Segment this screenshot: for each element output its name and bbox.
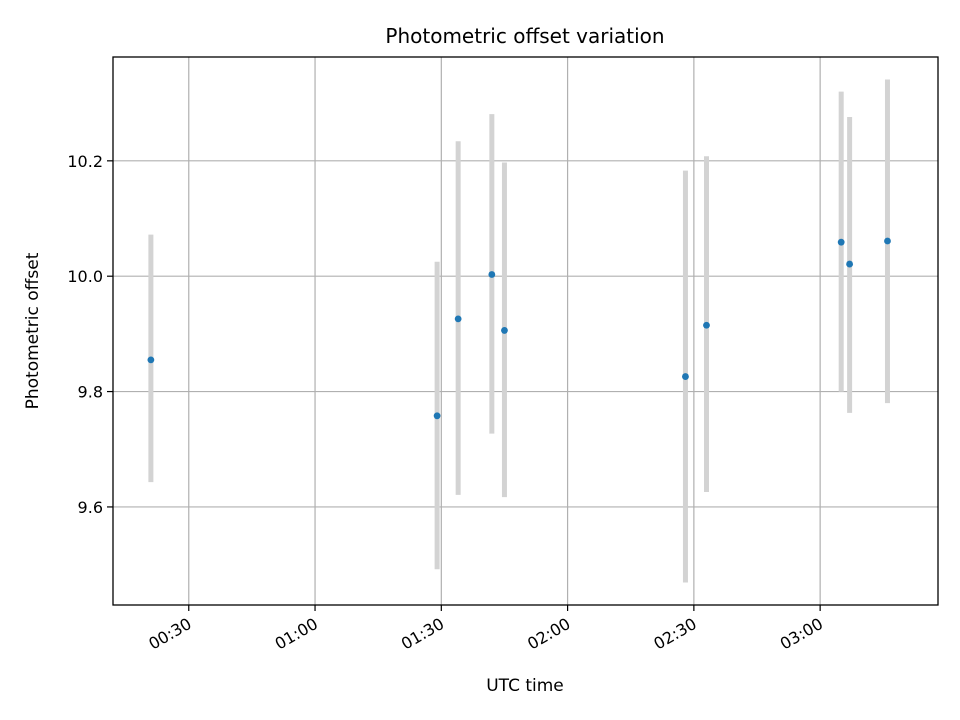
data-point <box>488 271 496 278</box>
y-tick-label: 9.6 <box>78 498 103 517</box>
plot-frame <box>112 56 939 606</box>
chart-title: Photometric offset variation <box>385 24 664 48</box>
data-point <box>147 356 155 364</box>
x-axis-label: UTC time <box>486 676 564 696</box>
data-point <box>682 373 689 380</box>
data-point <box>433 412 441 420</box>
data-points <box>147 237 891 420</box>
y-tick-label: 10.0 <box>67 267 103 286</box>
y-tick-label: 9.8 <box>78 383 103 402</box>
data-point <box>884 237 891 245</box>
data-point <box>846 260 854 268</box>
data-point <box>703 321 710 329</box>
y-axis-label: Photometric offset <box>23 252 43 409</box>
y-axis-ticks: 9.6 9.8 10.0 10.2 <box>67 152 113 517</box>
data-point <box>454 315 462 323</box>
y-tick-label: 10.2 <box>67 152 103 171</box>
data-point <box>837 238 845 246</box>
data-point <box>501 327 508 334</box>
grid <box>113 57 938 605</box>
